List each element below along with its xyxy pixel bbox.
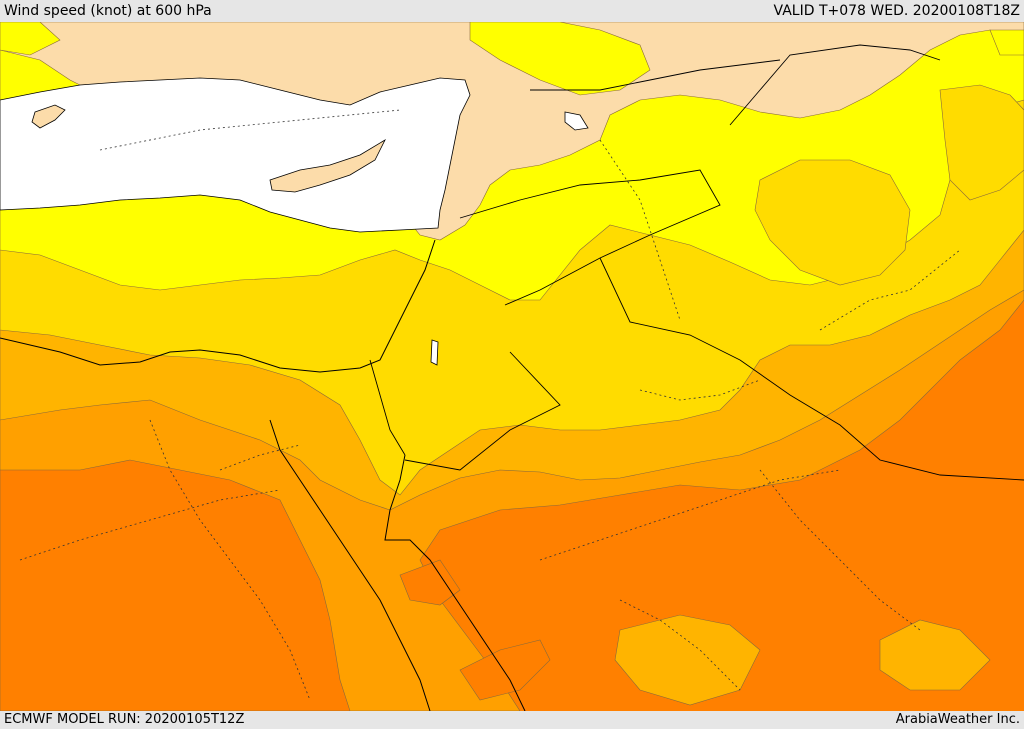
lake xyxy=(564,111,589,131)
provincial-borders xyxy=(19,109,961,701)
band-gold-patch xyxy=(939,84,1024,201)
wind-speed-map[interactable] xyxy=(0,22,1024,711)
credit-label: ArabiaWeather Inc. xyxy=(895,712,1020,727)
band-gold-patch xyxy=(754,159,911,286)
national-border xyxy=(599,257,1024,481)
egypt-coast xyxy=(0,239,436,373)
mediterranean-sea xyxy=(0,77,471,233)
national-border xyxy=(369,359,406,456)
crete-island xyxy=(31,104,66,129)
footer-bar: ECMWF MODEL RUN: 20200105T12Z ArabiaWeat… xyxy=(0,711,1024,729)
national-border xyxy=(459,169,721,306)
national-border xyxy=(729,44,941,126)
band-yellow-patch xyxy=(0,22,61,56)
valid-time: VALID T+078 WED. 20200108T18Z xyxy=(773,3,1020,19)
dead-sea xyxy=(430,339,439,366)
band-yellow-patch xyxy=(469,22,651,96)
national-border xyxy=(530,59,781,91)
model-run-label: ECMWF MODEL RUN: 20200105T12Z xyxy=(4,712,245,727)
band-deep-orange-patch xyxy=(399,559,461,606)
band-amber-patch xyxy=(879,619,991,691)
red-sea-coast xyxy=(384,454,526,711)
national-border xyxy=(404,351,561,471)
band-deep-orange-patch xyxy=(459,639,551,701)
red-sea-coast xyxy=(269,419,431,711)
cyprus-island xyxy=(269,138,386,193)
band-yellow-patch xyxy=(989,29,1024,56)
header-bar: Wind speed (knot) at 600 hPa VALID T+078… xyxy=(0,0,1024,22)
map-title: Wind speed (knot) at 600 hPa xyxy=(4,3,212,19)
band-deep-orange-patch xyxy=(0,459,351,711)
